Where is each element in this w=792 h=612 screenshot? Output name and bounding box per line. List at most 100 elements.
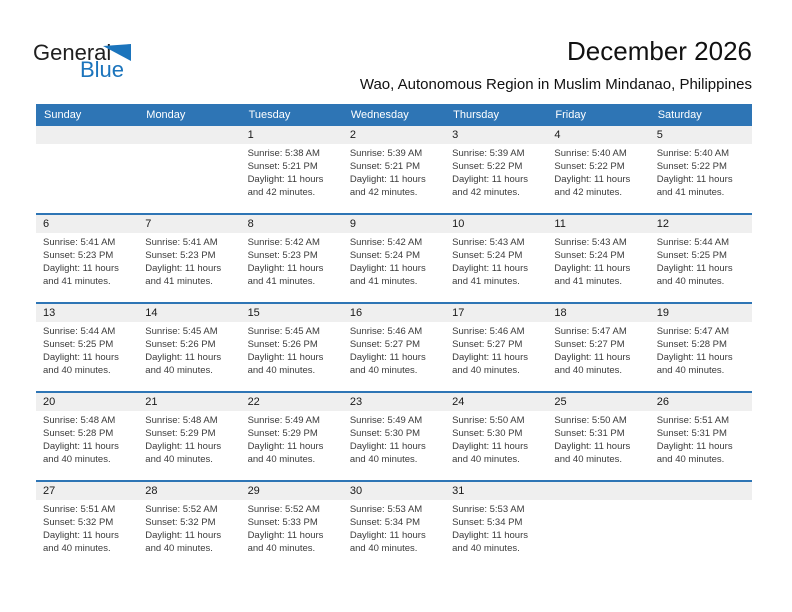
day-cell-19: 19 Sunrise: 5:47 AM Sunset: 5:28 PM Dayligh… (649, 304, 752, 391)
daylight-line-2: and 42 minutes. (349, 187, 418, 198)
week-row-2: 6 Sunrise: 5:41 AM Sunset: 5:23 PM Daylight… (36, 213, 752, 302)
day-number: 4 (547, 126, 650, 144)
daylight-line-2: and 41 minutes. (554, 276, 623, 287)
daylight-line-1: Daylight: 11 hours (145, 352, 222, 363)
sunrise-line: Sunrise: 5:49 AM (247, 415, 320, 426)
day-details: Sunrise: 5:44 AM Sunset: 5:25 PM Daylight:… (36, 322, 138, 377)
day-details: Sunrise: 5:40 AM Sunset: 5:22 PM Daylight:… (650, 144, 752, 199)
day-details: Sunrise: 5:48 AM Sunset: 5:28 PM Daylight:… (36, 411, 138, 466)
day-number: 13 (36, 304, 139, 322)
day-cell-15: 15 Sunrise: 5:45 AM Sunset: 5:26 PM Dayligh… (240, 304, 343, 391)
day-details: Sunrise: 5:47 AM Sunset: 5:28 PM Daylight:… (650, 322, 752, 377)
day-cell-21: 21 Sunrise: 5:48 AM Sunset: 5:29 PM Dayligh… (138, 393, 241, 480)
week-row-5: 27 Sunrise: 5:51 AM Sunset: 5:32 PM Dayligh… (36, 480, 752, 569)
day-number: 12 (649, 215, 752, 233)
daylight-line-2: and 40 minutes. (554, 365, 623, 376)
day-cell-20: 20 Sunrise: 5:48 AM Sunset: 5:28 PM Dayligh… (36, 393, 139, 480)
daylight-line-2: and 40 minutes. (145, 543, 213, 554)
daylight-line-2: and 40 minutes. (247, 543, 316, 554)
sunrise-line: Sunrise: 5:40 AM (554, 148, 627, 159)
day-cell-2: 2 Sunrise: 5:39 AM Sunset: 5:21 PM Daylight… (342, 126, 446, 213)
day-details: Sunrise: 5:51 AM Sunset: 5:32 PM Daylight:… (36, 500, 138, 555)
sunrise-line: Sunrise: 5:53 AM (349, 504, 423, 515)
day-cell-14: 14 Sunrise: 5:45 AM Sunset: 5:26 PM Dayligh… (138, 304, 241, 391)
sunrise-line: Sunrise: 5:51 AM (656, 415, 730, 426)
sunrise-line: Sunrise: 5:48 AM (43, 415, 116, 426)
day-cell-4: 4 Sunrise: 5:40 AM Sunset: 5:22 PM Daylight… (547, 126, 650, 213)
day-number: 31 (445, 482, 548, 500)
day-details: Sunrise: 5:50 AM Sunset: 5:30 PM Daylight:… (445, 411, 547, 466)
day-details: Sunrise: 5:45 AM Sunset: 5:26 PM Daylight:… (241, 322, 343, 377)
day-number: 6 (36, 215, 139, 233)
daylight-line-2: and 41 minutes. (145, 276, 213, 287)
day-details: Sunrise: 5:42 AM Sunset: 5:24 PM Daylight:… (343, 233, 445, 288)
daylight-line-2: and 40 minutes. (656, 365, 725, 376)
day-cell-29: 29 Sunrise: 5:52 AM Sunset: 5:33 PM Dayligh… (240, 482, 343, 569)
sunrise-line: Sunrise: 5:42 AM (247, 237, 320, 248)
day-number: 28 (138, 482, 241, 500)
daylight-line-2: and 41 minutes. (43, 276, 111, 287)
daylight-line-2: and 40 minutes. (43, 454, 111, 465)
day-cell-10: 10 Sunrise: 5:43 AM Sunset: 5:24 PM Dayligh… (445, 215, 548, 302)
weekday-header-sunday: Sunday (44, 109, 82, 121)
daylight-line-1: Daylight: 11 hours (247, 174, 324, 185)
day-details: Sunrise: 5:42 AM Sunset: 5:23 PM Daylight:… (241, 233, 343, 288)
sunset-line: Sunset: 5:24 PM (452, 250, 523, 261)
empty-day-cell (649, 482, 752, 569)
daylight-line-1: Daylight: 11 hours (349, 530, 426, 541)
daylight-line-1: Daylight: 11 hours (656, 352, 733, 363)
daylight-line-1: Daylight: 11 hours (452, 441, 529, 452)
daylight-line-2: and 42 minutes. (554, 187, 623, 198)
daylight-line-1: Daylight: 11 hours (247, 263, 324, 274)
sunrise-line: Sunrise: 5:50 AM (554, 415, 627, 426)
sunset-line: Sunset: 5:34 PM (349, 517, 421, 528)
day-details: Sunrise: 5:49 AM Sunset: 5:30 PM Daylight:… (343, 411, 445, 466)
daylight-line-1: Daylight: 11 hours (145, 263, 222, 274)
daylight-line-1: Daylight: 11 hours (43, 352, 119, 363)
day-cell-27: 27 Sunrise: 5:51 AM Sunset: 5:32 PM Dayligh… (36, 482, 139, 569)
daylight-line-2: and 41 minutes. (452, 276, 520, 287)
sunrise-line: Sunrise: 5:39 AM (452, 148, 525, 159)
sunrise-line: Sunrise: 5:48 AM (145, 415, 218, 426)
daylight-line-1: Daylight: 11 hours (656, 263, 733, 274)
daylight-line-2: and 40 minutes. (452, 365, 520, 376)
day-details: Sunrise: 5:44 AM Sunset: 5:25 PM Daylight:… (650, 233, 752, 288)
sunset-line: Sunset: 5:23 PM (247, 250, 318, 261)
sunrise-line: Sunrise: 5:52 AM (247, 504, 320, 515)
sunset-line: Sunset: 5:30 PM (452, 428, 523, 439)
sunrise-line: Sunrise: 5:53 AM (452, 504, 525, 515)
weekday-header-thursday: Thursday (453, 109, 499, 121)
day-details: Sunrise: 5:49 AM Sunset: 5:29 PM Daylight:… (241, 411, 343, 466)
week-row-1: 1 Sunrise: 5:38 AM Sunset: 5:21 PM Daylight… (36, 126, 752, 213)
sunset-line: Sunset: 5:24 PM (349, 250, 421, 261)
day-cell-13: 13 Sunrise: 5:44 AM Sunset: 5:25 PM Dayligh… (36, 304, 139, 391)
sunrise-line: Sunrise: 5:46 AM (452, 326, 525, 337)
day-number-empty (547, 482, 650, 500)
day-number: 7 (138, 215, 241, 233)
daylight-line-1: Daylight: 11 hours (452, 530, 529, 541)
day-cell-11: 11 Sunrise: 5:43 AM Sunset: 5:24 PM Dayligh… (547, 215, 650, 302)
sunrise-line: Sunrise: 5:47 AM (656, 326, 730, 337)
sunset-line: Sunset: 5:22 PM (554, 161, 625, 172)
sunrise-line: Sunrise: 5:50 AM (452, 415, 525, 426)
daylight-line-1: Daylight: 11 hours (247, 441, 324, 452)
day-number: 30 (342, 482, 446, 500)
sunset-line: Sunset: 5:26 PM (247, 339, 318, 350)
day-number: 10 (445, 215, 548, 233)
sunrise-line: Sunrise: 5:46 AM (349, 326, 423, 337)
day-details: Sunrise: 5:46 AM Sunset: 5:27 PM Daylight:… (343, 322, 445, 377)
sunrise-line: Sunrise: 5:43 AM (554, 237, 627, 248)
daylight-line-2: and 40 minutes. (656, 454, 725, 465)
day-cell-8: 8 Sunrise: 5:42 AM Sunset: 5:23 PM Daylight… (240, 215, 343, 302)
daylight-line-1: Daylight: 11 hours (349, 441, 426, 452)
week-row-4: 20 Sunrise: 5:48 AM Sunset: 5:28 PM Dayligh… (36, 391, 752, 480)
daylight-line-1: Daylight: 11 hours (349, 352, 426, 363)
day-cell-18: 18 Sunrise: 5:47 AM Sunset: 5:27 PM Dayligh… (547, 304, 650, 391)
sunset-line: Sunset: 5:23 PM (43, 250, 114, 261)
daylight-line-1: Daylight: 11 hours (349, 174, 426, 185)
day-number: 14 (138, 304, 241, 322)
daylight-line-2: and 40 minutes. (656, 276, 725, 287)
sunrise-line: Sunrise: 5:52 AM (145, 504, 218, 515)
calendar-table: Sunday Monday Tuesday Wednesday Thursday Frid… (36, 104, 752, 569)
